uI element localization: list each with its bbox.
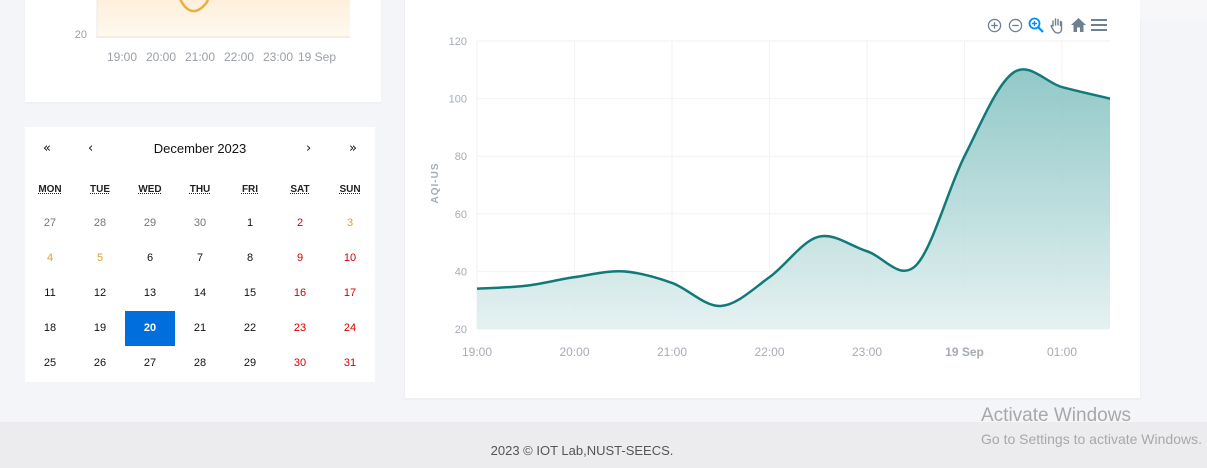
calendar-day[interactable]: 22: [243, 322, 257, 334]
calendar-weekday: THU: [189, 184, 211, 195]
calendar-day[interactable]: 17: [343, 287, 357, 299]
calendar-day[interactable]: 16: [293, 287, 307, 299]
calendar-week-row: 27 28 29 30 1 2 3: [25, 206, 375, 241]
calendar-week-row: 18 19 20 21 22 23 24: [25, 311, 375, 346]
top-right-strip: [1140, 0, 1207, 20]
calendar-weekday: MON: [38, 184, 62, 195]
windows-activation-title: Activate Windows: [981, 405, 1131, 426]
calendar-day[interactable]: 26: [93, 357, 107, 369]
home-reset-icon[interactable]: [1069, 16, 1087, 34]
calendar-day[interactable]: 14: [193, 287, 207, 299]
aqi-y-tick: 60: [455, 209, 467, 221]
calendar-day[interactable]: 12: [93, 287, 107, 299]
calendar-day[interactable]: 31: [343, 357, 357, 369]
calendar-day[interactable]: 13: [143, 287, 157, 299]
calendar-day[interactable]: 30: [293, 357, 307, 369]
aqi-x-tick: 01:00: [1047, 345, 1077, 359]
calendar-weekday: WED: [138, 184, 162, 195]
calendar-week-row: 11 12 13 14 15 16 17: [25, 276, 375, 311]
calendar-weekday: SAT: [290, 184, 310, 195]
calendar-day[interactable]: 27: [143, 357, 157, 369]
calendar-weekdays: MON TUE WED THU FRI SAT SUN: [25, 184, 375, 206]
aqi-x-tick: 23:00: [852, 345, 882, 359]
zoom-out-icon[interactable]: [1006, 16, 1024, 34]
calendar-next-month-button[interactable]: ›: [306, 141, 312, 156]
calendar-days: 27 28 29 30 1 2 3 4 5 6 7 8 9 10 11 12 13 14 15 16 17 18 19 20 2…: [25, 206, 375, 381]
calendar-day[interactable]: 15: [243, 287, 257, 299]
aqi-x-tick: 19 Sep: [945, 345, 984, 359]
calendar-week-row: 4 5 6 7 8 9 10: [25, 241, 375, 276]
aqi-x-tick: 21:00: [657, 345, 687, 359]
calendar-day[interactable]: 8: [246, 252, 254, 264]
small-chart-x-tick: 22:00: [224, 50, 254, 64]
calendar-day-selected[interactable]: 20: [125, 311, 175, 346]
calendar-day[interactable]: 3: [346, 217, 354, 229]
aqi-series-line: [476, 68, 1111, 308]
footer-copyright: 2023 © IOT Lab,NUST-SEECS.: [490, 443, 674, 458]
calendar-grid: MON TUE WED THU FRI SAT SUN 27 28 29 30 1 2 3 4 5 6 7 8 9 1…: [25, 184, 375, 381]
small-chart-y-tick: 20: [75, 29, 87, 41]
calendar-day[interactable]: 18: [43, 322, 57, 334]
calendar-day[interactable]: 28: [93, 217, 107, 229]
selection-zoom-icon[interactable]: [1027, 16, 1045, 34]
small-chart-x-tick: 20:00: [146, 50, 176, 64]
calendar-prev-year-button[interactable]: «: [43, 141, 51, 156]
aqi-x-tick: 22:00: [754, 345, 784, 359]
calendar-day[interactable]: 29: [243, 357, 257, 369]
small-chart: 20 19:00 20:00 21:00 22:00 23:00 19 Sep: [75, 0, 350, 64]
small-chart-line: [179, 0, 209, 13]
small-chart-area: [97, 0, 350, 38]
small-chart-x-tick: 19:00: [107, 50, 137, 64]
calendar-next-year-button[interactable]: »: [349, 141, 357, 156]
calendar-day[interactable]: 4: [46, 252, 54, 264]
calendar-day[interactable]: 11: [44, 287, 56, 299]
aqi-y-axis-label: AQI-US: [430, 163, 441, 204]
calendar-day[interactable]: 28: [193, 357, 207, 369]
calendar-day[interactable]: 21: [193, 322, 207, 334]
calendar-day[interactable]: 10: [343, 252, 357, 264]
aqi-chart: 120 100 80 60 40 20 19:00 20:00 21:00 22:00 23:00…: [430, 36, 1111, 359]
small-chart-x-ticks: 19:00 20:00 21:00 22:00 23:00 19 Sep: [107, 50, 336, 64]
small-chart-x-tick: 23:00: [263, 50, 293, 64]
calendar-day[interactable]: 24: [343, 322, 357, 334]
zoom-in-icon[interactable]: [985, 16, 1003, 34]
aqi-y-tick: 40: [455, 266, 467, 278]
aqi-y-tick: 100: [449, 94, 467, 106]
aqi-series-area: [477, 69, 1110, 329]
small-chart-card: 20 19:00 20:00 21:00 22:00 23:00 19 Sep: [25, 0, 381, 102]
small-chart-x-tick: 19 Sep: [298, 50, 336, 64]
pan-hand-icon[interactable]: [1048, 16, 1066, 34]
calendar: « ‹ December 2023 › » MON TUE WED THU FRI SAT…: [25, 127, 375, 382]
menu-icon[interactable]: [1090, 16, 1108, 34]
aqi-y-tick: 120: [449, 36, 467, 48]
calendar-day[interactable]: 29: [143, 217, 157, 229]
calendar-day[interactable]: 7: [196, 252, 204, 264]
calendar-day[interactable]: 1: [246, 217, 254, 229]
calendar-weekday: FRI: [241, 184, 259, 195]
calendar-day[interactable]: 9: [296, 252, 304, 264]
aqi-x-tick: 19:00: [462, 345, 492, 359]
small-chart-x-tick: 21:00: [185, 50, 215, 64]
calendar-day[interactable]: 5: [96, 252, 104, 264]
calendar-day[interactable]: 19: [93, 322, 107, 334]
calendar-day[interactable]: 2: [296, 217, 304, 229]
calendar-week-row: 25 26 27 28 29 30 31: [25, 346, 375, 381]
calendar-day[interactable]: 30: [193, 217, 207, 229]
chart-toolbar: [985, 15, 1108, 35]
calendar-weekday: TUE: [90, 184, 110, 195]
aqi-x-tick: 20:00: [559, 345, 589, 359]
calendar-weekday: SUN: [339, 184, 361, 195]
calendar-day[interactable]: 23: [293, 322, 307, 334]
calendar-day[interactable]: 6: [146, 252, 154, 264]
windows-activation-subtitle: Go to Settings to activate Windows.: [981, 431, 1202, 447]
aqi-y-tick: 20: [455, 324, 467, 336]
calendar-day[interactable]: 25: [43, 357, 57, 369]
aqi-y-tick: 80: [455, 151, 467, 163]
footer: 2023 © IOT Lab,NUST-SEECS.: [0, 422, 1207, 468]
calendar-day[interactable]: 27: [43, 217, 57, 229]
calendar-prev-month-button[interactable]: ‹: [88, 141, 94, 156]
calendar-title[interactable]: December 2023: [153, 141, 247, 156]
